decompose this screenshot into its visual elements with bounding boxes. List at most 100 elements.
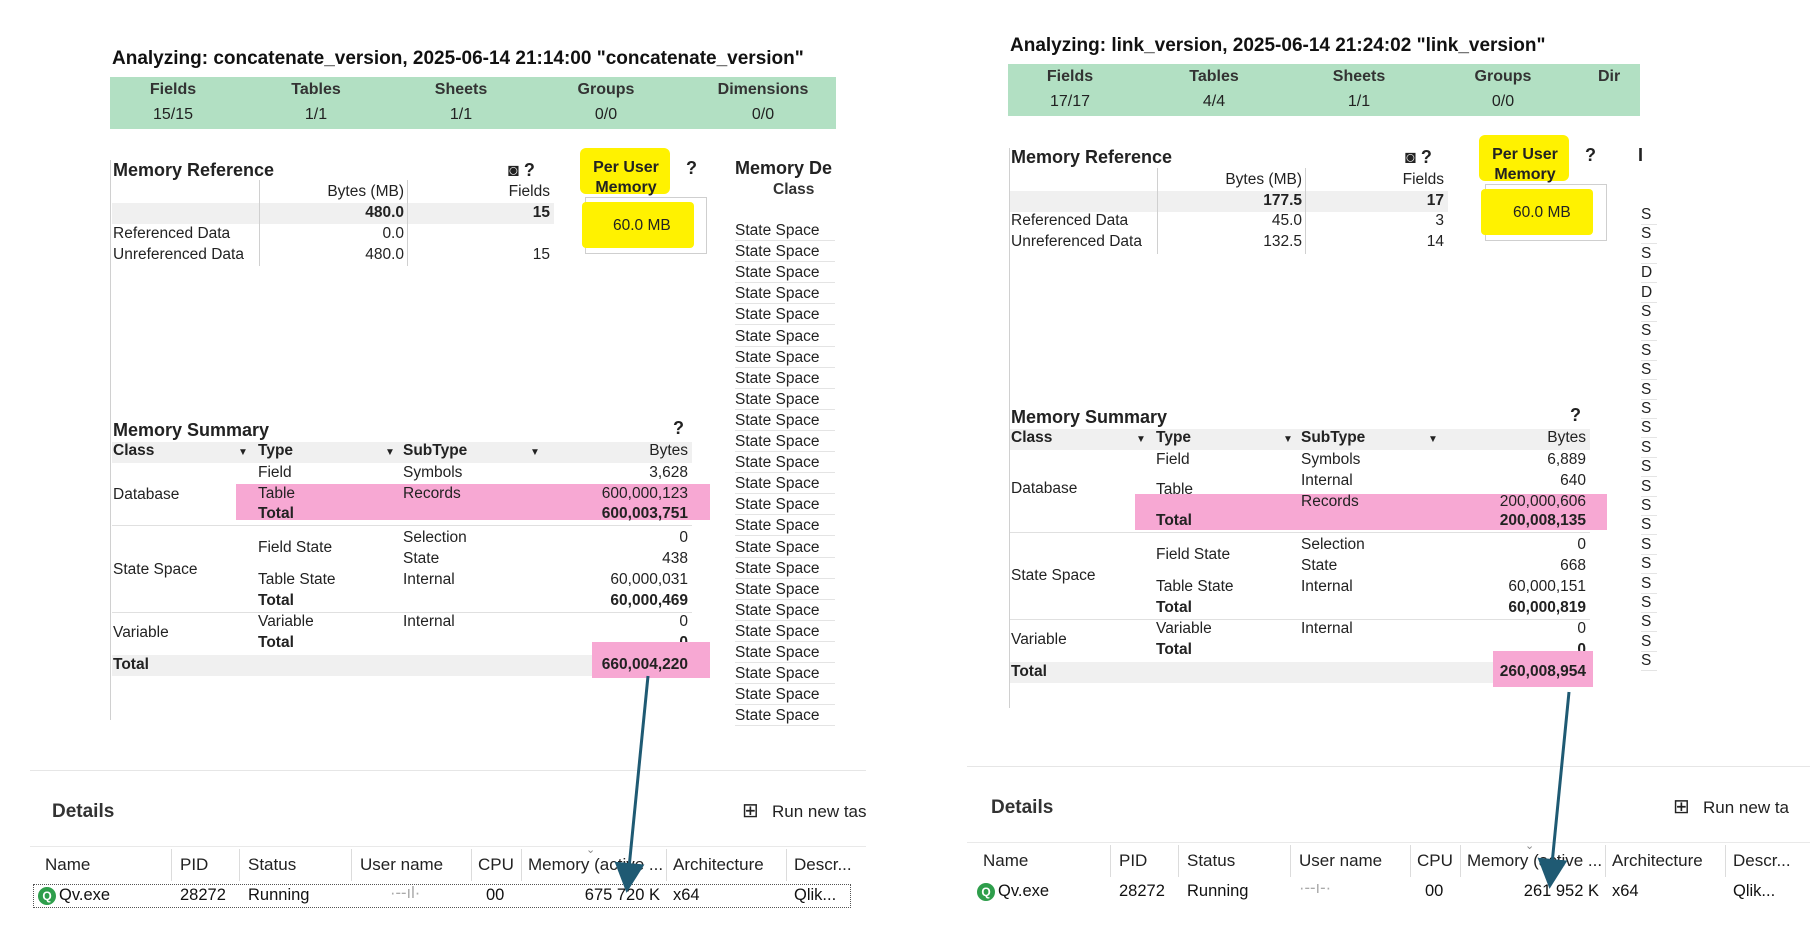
process-cpu: 00 bbox=[486, 886, 505, 904]
help-icon[interactable]: ? bbox=[1570, 405, 1581, 425]
divider bbox=[112, 612, 692, 613]
chevron-down-icon[interactable]: ▼ bbox=[1283, 434, 1293, 445]
grand-total-label: Total bbox=[1011, 663, 1047, 680]
process-row[interactable] bbox=[33, 884, 851, 908]
divider bbox=[407, 180, 408, 266]
class-variable: Variable bbox=[113, 624, 169, 641]
memory-detail-class-cell: S bbox=[1641, 381, 1657, 400]
records-highlight bbox=[236, 484, 710, 520]
memory-detail-class-cell: State Space bbox=[735, 391, 835, 410]
bytes-db-total: 200,008,135 bbox=[1499, 512, 1586, 529]
bytes-db-total: 600,003,751 bbox=[601, 505, 688, 522]
bytes-variable: 0 bbox=[679, 613, 688, 630]
divider bbox=[351, 849, 352, 881]
memory-reference-icons[interactable]: ◙ ? bbox=[508, 160, 535, 180]
divider bbox=[1305, 168, 1306, 254]
ref-row-label: Referenced Data bbox=[113, 225, 231, 242]
memory-detail-class-cell: S bbox=[1641, 439, 1657, 458]
chevron-down-icon[interactable]: ▼ bbox=[385, 447, 395, 458]
col-cpu[interactable]: CPU bbox=[1417, 851, 1453, 870]
summary-header: Dir bbox=[1598, 68, 1621, 85]
memory-detail-class-cell: State Space bbox=[735, 285, 835, 305]
summary-header: Sheets bbox=[1332, 68, 1386, 85]
col-description[interactable]: Descr... bbox=[1733, 851, 1791, 870]
annotation-arrow bbox=[1537, 691, 1571, 889]
divider bbox=[1410, 845, 1411, 877]
memory-detail-class-cell: S bbox=[1641, 652, 1657, 672]
col-subtype[interactable]: SubType bbox=[1301, 429, 1366, 446]
grand-total-highlight bbox=[1493, 651, 1593, 687]
help-icon[interactable]: ? bbox=[673, 418, 684, 438]
chevron-down-icon[interactable]: ▼ bbox=[530, 447, 540, 458]
run-new-task-button[interactable]: Run new tas bbox=[772, 802, 867, 821]
grand-total-row bbox=[1010, 662, 1590, 683]
chevron-down-icon[interactable]: ▼ bbox=[238, 447, 248, 458]
bytes-internal: 640 bbox=[1560, 472, 1586, 489]
memory-detail-class-cell: State Space bbox=[735, 475, 835, 495]
process-name[interactable]: Q Qv.exe bbox=[38, 886, 110, 905]
col-status[interactable]: Status bbox=[248, 855, 297, 874]
col-memory[interactable]: Memory (active ... bbox=[1467, 851, 1603, 870]
memory-detail-class-cell: S bbox=[1641, 594, 1657, 613]
type-field-state: Field State bbox=[1156, 546, 1231, 563]
grand-total-row bbox=[112, 655, 692, 676]
memory-detail-class-cell: State Space bbox=[735, 433, 835, 452]
per-user-highlight bbox=[580, 148, 670, 194]
memory-reference-title: Memory Reference bbox=[1011, 147, 1173, 167]
divider bbox=[666, 849, 667, 881]
col-class[interactable]: Class bbox=[113, 442, 155, 459]
memory-detail-class-cell: S bbox=[1641, 206, 1657, 225]
col-type[interactable]: Type bbox=[1156, 429, 1192, 446]
col-pid[interactable]: PID bbox=[180, 855, 209, 874]
col-description[interactable]: Descr... bbox=[794, 855, 852, 874]
memory-reference-total-row bbox=[1010, 191, 1448, 212]
chevron-down-icon[interactable]: ▼ bbox=[1428, 434, 1438, 445]
col-bytes-mb: Bytes (MB) bbox=[1225, 171, 1302, 188]
memory-detail-class-cell: S bbox=[1641, 322, 1657, 342]
subtype-symbols: Symbols bbox=[403, 464, 463, 481]
run-task-icon[interactable]: ⊞ bbox=[1673, 796, 1690, 818]
records-highlight bbox=[1135, 494, 1607, 530]
memory-detail-title: I bbox=[1638, 145, 1644, 165]
col-architecture[interactable]: Architecture bbox=[1612, 851, 1703, 870]
memory-detail-class-cell: State Space bbox=[735, 707, 835, 727]
type-field: Field bbox=[1156, 451, 1190, 468]
col-pid[interactable]: PID bbox=[1119, 851, 1148, 870]
process-name[interactable]: Q Qv.exe bbox=[977, 882, 1049, 901]
divider bbox=[239, 849, 240, 881]
help-icon[interactable]: ? bbox=[686, 158, 697, 178]
summary-header-row bbox=[112, 442, 692, 463]
col-class[interactable]: Class bbox=[1011, 429, 1053, 446]
col-cpu[interactable]: CPU bbox=[478, 855, 514, 874]
memory-detail-class-cell: S bbox=[1641, 458, 1657, 478]
bytes-selection: 0 bbox=[1577, 536, 1586, 553]
ref-row-bytes: 45.0 bbox=[1271, 212, 1302, 229]
memory-detail-class-cell: S bbox=[1641, 575, 1657, 594]
unref-row-bytes: 132.5 bbox=[1263, 233, 1302, 250]
run-new-task-button[interactable]: Run new ta bbox=[1703, 798, 1789, 817]
ref-row-label: Referenced Data bbox=[1011, 212, 1129, 229]
col-name[interactable]: Name bbox=[45, 855, 91, 874]
divider bbox=[786, 849, 787, 881]
summary-value: 0/0 bbox=[1491, 93, 1515, 110]
chevron-down-icon[interactable]: ▼ bbox=[1136, 434, 1146, 445]
per-user-label: Per User Memory bbox=[1492, 146, 1558, 183]
divider bbox=[110, 160, 111, 720]
col-user-name[interactable]: User name bbox=[360, 855, 444, 874]
type-field: Field bbox=[258, 464, 292, 481]
col-status[interactable]: Status bbox=[1187, 851, 1236, 870]
divider bbox=[259, 180, 260, 266]
process-architecture: x64 bbox=[673, 886, 700, 904]
bytes-selection: 0 bbox=[679, 529, 688, 546]
help-icon[interactable]: ? bbox=[1585, 145, 1596, 165]
class-state-space: State Space bbox=[113, 561, 198, 578]
subtype-selection: Selection bbox=[1301, 536, 1365, 553]
col-type[interactable]: Type bbox=[258, 442, 294, 459]
col-user-name[interactable]: User name bbox=[1299, 851, 1383, 870]
col-name[interactable]: Name bbox=[983, 851, 1029, 870]
col-architecture[interactable]: Architecture bbox=[673, 855, 764, 874]
run-task-icon[interactable]: ⊞ bbox=[742, 800, 759, 822]
memory-reference-icons[interactable]: ◙ ? bbox=[1405, 147, 1432, 167]
col-subtype[interactable]: SubType bbox=[403, 442, 468, 459]
memory-detail-class-cell: S bbox=[1641, 400, 1657, 419]
